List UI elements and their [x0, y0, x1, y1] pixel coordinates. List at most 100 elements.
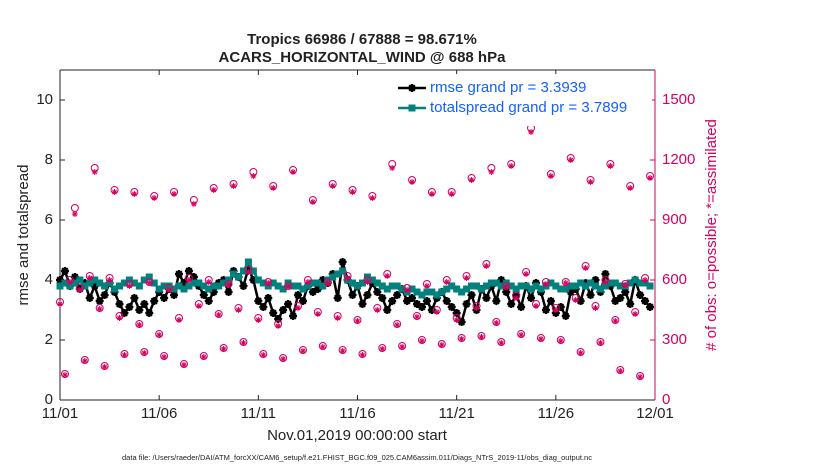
obs-count-marker [210, 187, 217, 193]
obs-count-marker [602, 279, 609, 285]
obs-count-marker [66, 279, 73, 285]
obs-count-marker [647, 175, 654, 181]
line-marker [224, 288, 233, 296]
line-marker [150, 297, 159, 305]
obs-count-marker [369, 195, 376, 201]
y-tick-label: 2 [45, 331, 53, 348]
obs-count-marker [503, 284, 510, 290]
obs-count-marker [428, 191, 435, 197]
line-marker [76, 276, 84, 284]
obs-count-marker [319, 344, 326, 350]
line-marker [413, 300, 421, 308]
line-marker [289, 312, 298, 320]
obs-count-marker [176, 317, 182, 323]
obs-count-marker [180, 362, 187, 368]
line-marker [70, 273, 79, 281]
x-tick-label: 11/26 [538, 405, 574, 422]
obs-count-marker [146, 280, 153, 286]
legend-swatch [408, 104, 416, 112]
obs-count-marker [126, 283, 133, 289]
line-marker [403, 297, 412, 305]
obs-count-marker [166, 287, 173, 293]
y2-tick-label: 300 [662, 331, 687, 348]
obs-count-marker [215, 312, 222, 318]
obs-count-marker [597, 340, 604, 346]
obs-count-marker [384, 273, 391, 279]
obs-count-marker [151, 195, 158, 201]
obs-count-marker [468, 177, 475, 183]
line-marker [556, 303, 565, 311]
x-tick-label: 11/16 [339, 405, 375, 422]
line-marker [239, 267, 247, 275]
y2-tick-label: 900 [662, 211, 687, 228]
y-tick-label: 0 [45, 391, 53, 408]
obs-count-marker [478, 334, 485, 340]
obs-count-marker [91, 169, 98, 175]
y2-tick-label: 1200 [662, 151, 695, 168]
obs-count-marker [76, 287, 83, 293]
obs-count-marker [225, 282, 232, 288]
obs-count-marker [379, 346, 386, 352]
line-marker [561, 312, 570, 320]
y-tick-label: 10 [36, 91, 53, 108]
obs-count-marker [528, 129, 535, 135]
obs-count-marker [190, 201, 197, 207]
obs-count-marker [290, 169, 297, 175]
x-tick-label: 11/06 [141, 405, 177, 422]
line-marker [611, 297, 620, 305]
obs-count-marker [161, 354, 168, 360]
obs-count-marker [299, 348, 306, 354]
line-marker [457, 318, 466, 326]
obs-count-marker [285, 284, 292, 290]
obs-count-marker [81, 358, 88, 364]
obs-count-marker [483, 263, 490, 269]
line-marker [427, 306, 436, 314]
obs-count-marker [523, 271, 530, 277]
obs-count-marker [617, 368, 624, 374]
line-marker [175, 270, 183, 278]
line-marker [646, 303, 655, 311]
legend-label: rmse grand pr = 3.3939 [430, 79, 586, 96]
obs-count-marker [121, 352, 128, 358]
line-marker [338, 258, 347, 266]
obs-count-marker [265, 280, 272, 286]
legend-swatch [408, 84, 416, 92]
line-marker [269, 309, 278, 317]
obs-count-marker [627, 185, 634, 191]
y-tick-label: 4 [45, 271, 53, 288]
line-marker [264, 294, 273, 302]
chart-subtitle: ACARS_HORIZONTAL_WIND @ 688 hPa [219, 49, 507, 66]
obs-count-marker [498, 340, 505, 346]
line-marker [60, 267, 69, 275]
y-tick-label: 6 [45, 211, 53, 228]
footnote: data file: /Users/raeder/DAI/ATM_forcXX/… [122, 453, 592, 462]
line-marker [527, 294, 536, 302]
obs-count-marker [374, 307, 381, 313]
line-marker [497, 276, 506, 284]
obs-count-marker [359, 352, 366, 358]
line-marker [204, 297, 213, 305]
line-marker [462, 300, 471, 308]
legend-box [394, 74, 652, 126]
line-marker [140, 300, 149, 308]
obs-count-marker [592, 305, 599, 311]
line-marker [447, 303, 456, 311]
x-tick-label: 11/21 [438, 405, 474, 422]
obs-count-marker [632, 311, 639, 317]
line-marker [482, 294, 491, 302]
line-marker [417, 303, 426, 311]
line-marker [120, 309, 129, 317]
obs-count-marker [513, 295, 520, 301]
obs-count-marker [185, 277, 192, 283]
line-marker [566, 288, 575, 296]
line-marker [408, 294, 417, 302]
obs-count-marker [270, 185, 277, 191]
line-marker [636, 291, 645, 299]
obs-count-marker [131, 191, 138, 197]
obs-count-marker [463, 275, 470, 281]
line-marker [641, 297, 650, 305]
obs-count-marker [141, 350, 148, 356]
obs-count-marker [607, 163, 614, 169]
line-marker [442, 297, 451, 305]
